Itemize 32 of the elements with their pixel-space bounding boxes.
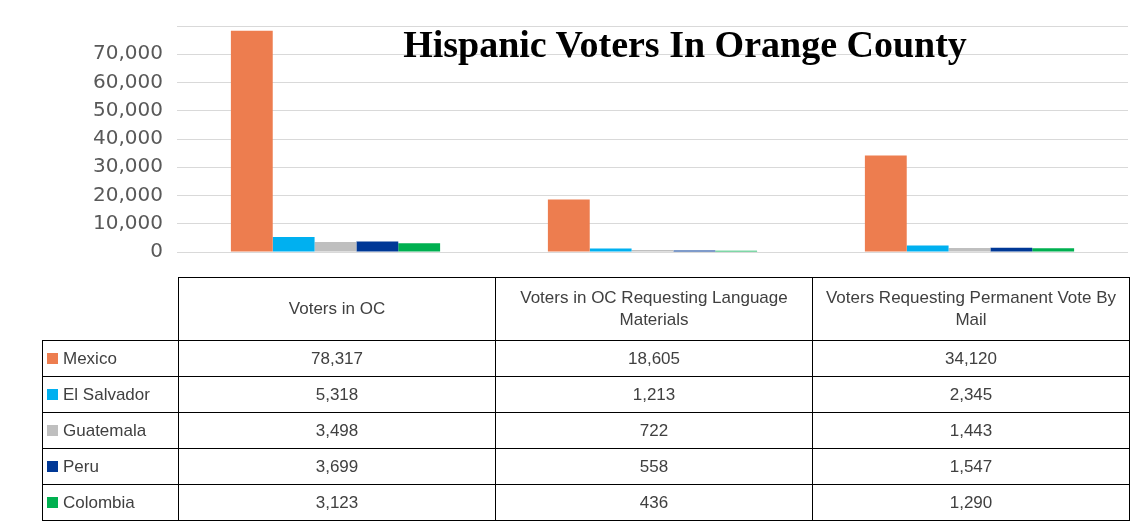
data-label: 1,213 [495,376,813,413]
data-label: 3,123 [178,484,496,521]
y-tick-label: 10,000 [93,209,163,234]
data-label: 436 [495,484,813,521]
legend-label: Mexico [63,348,117,368]
y-tick-label: 40,000 [93,125,163,150]
data-label: 1,547 [812,448,1130,485]
data-label: 1,443 [812,412,1130,449]
y-tick-label: 30,000 [93,153,163,178]
legend-label: El Salvador [63,384,150,404]
legend-label: Colombia [63,492,135,512]
legend-label: Peru [63,456,99,476]
data-label: 5,318 [178,376,496,413]
x-tick-label: Voters in OC [178,277,496,341]
y-tick-label: 0 [150,238,163,263]
data-label: 1,290 [812,484,1130,521]
data-label: 78,317 [178,340,496,377]
legend-label: Guatemala [63,420,147,440]
data-label: 2,345 [812,376,1130,413]
x-tick-label: Voters Requesting Permanent Vote By Mail [812,277,1130,341]
y-tick-label: 60,000 [93,68,163,93]
data-label: 3,498 [178,412,496,449]
y-tick-label: 50,000 [93,96,163,121]
data-label: 18,605 [495,340,813,377]
y-tick-label: 20,000 [93,181,163,206]
data-label: 34,120 [812,340,1130,377]
chart-title: Hispanic Voters In Orange County [402,22,968,66]
x-tick-label: Voters in OC Requesting Language Materials [495,277,813,341]
y-tick-label: 70,000 [93,40,163,65]
data-label: 3,699 [178,448,496,485]
data-label: 558 [495,448,813,485]
data-label: 722 [495,412,813,449]
